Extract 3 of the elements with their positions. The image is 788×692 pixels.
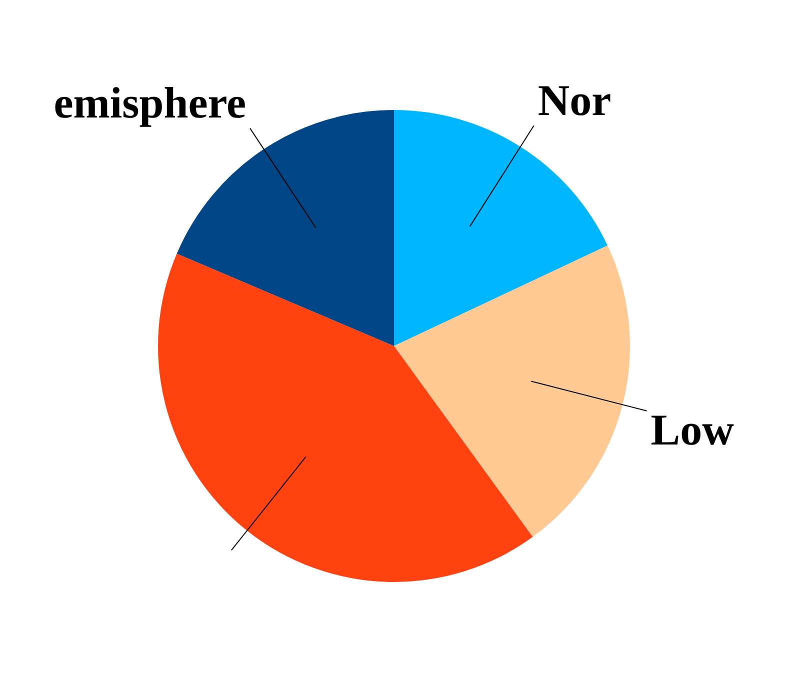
slice-label: Nor <box>538 76 612 125</box>
slice-label: emisphere <box>54 78 246 128</box>
slice-label: Low <box>650 405 734 454</box>
